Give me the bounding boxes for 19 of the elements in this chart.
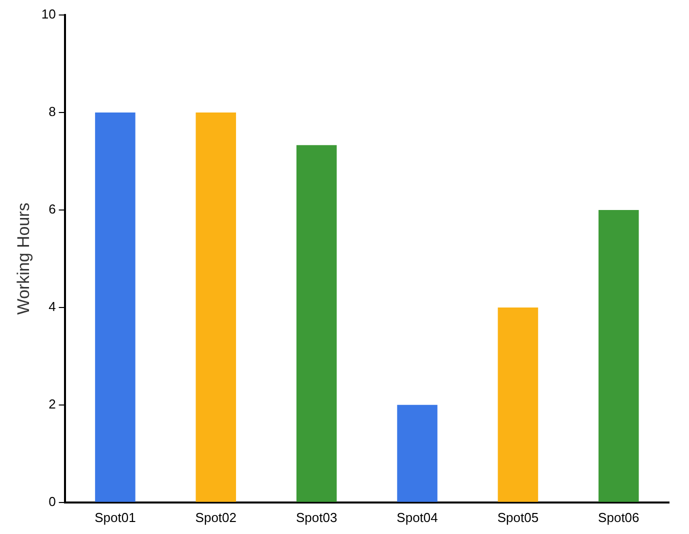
- bar: [598, 210, 639, 502]
- bar: [196, 112, 236, 502]
- x-tick-label: Spot04: [396, 510, 438, 525]
- y-tick-label: 4: [48, 299, 56, 314]
- bar: [296, 145, 337, 502]
- y-tick-label: 0: [48, 494, 56, 509]
- bar: [498, 307, 538, 502]
- bar: [397, 404, 438, 502]
- x-tick-label: Spot05: [497, 510, 539, 525]
- y-tick-label: 2: [48, 396, 56, 412]
- x-tick-label: Spot02: [195, 510, 236, 525]
- y-axis-title: Working Hours: [14, 202, 33, 315]
- x-tick-label: Spot06: [598, 510, 640, 525]
- y-tick-label: 6: [48, 202, 56, 217]
- y-tick-label: 10: [41, 6, 56, 22]
- x-tick-label: Spot03: [296, 510, 338, 525]
- y-tick-label: 8: [48, 104, 56, 120]
- bar: [95, 112, 136, 502]
- x-tick-label: Spot01: [94, 510, 136, 525]
